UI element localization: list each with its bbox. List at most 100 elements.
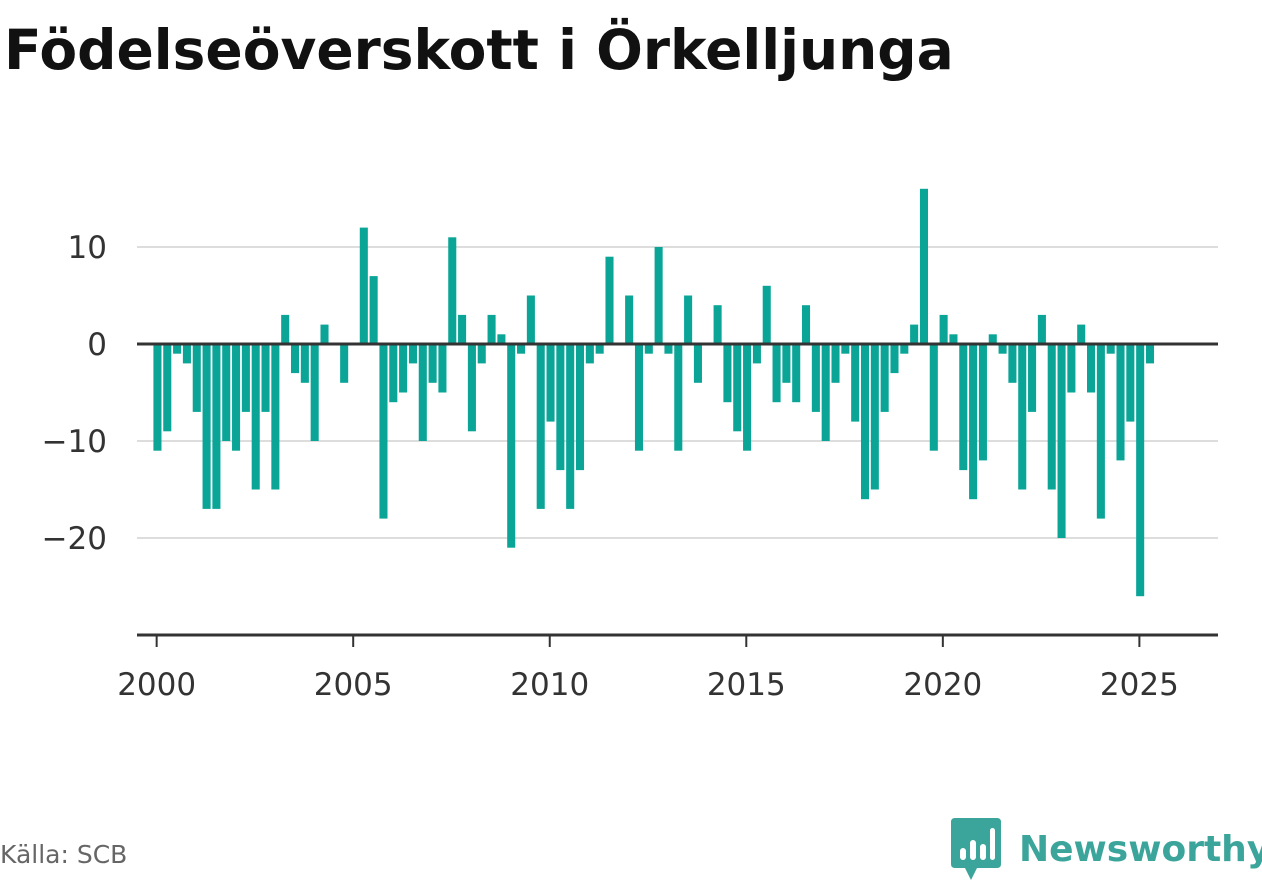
bar — [949, 334, 958, 344]
bar — [458, 314, 467, 344]
bar — [477, 344, 486, 364]
bar — [232, 344, 241, 451]
bar — [743, 344, 752, 451]
bar — [163, 344, 172, 432]
x-tick-label: 2010 — [510, 667, 589, 703]
bar — [517, 344, 526, 354]
bar — [271, 344, 280, 490]
bar — [359, 227, 368, 344]
bar — [1047, 344, 1056, 490]
x-tick-label: 2020 — [903, 667, 982, 703]
bar — [448, 237, 457, 344]
bar — [173, 344, 182, 354]
bar — [919, 188, 928, 344]
bar — [880, 344, 889, 412]
bar-series — [153, 188, 1155, 597]
bar — [674, 344, 683, 451]
bar — [300, 344, 309, 383]
bar — [1067, 344, 1076, 393]
bar — [566, 344, 575, 509]
bar — [1028, 344, 1037, 412]
bar — [870, 344, 879, 490]
y-tick-label: −10 — [42, 424, 107, 460]
bar — [802, 305, 811, 344]
bar — [900, 344, 909, 354]
y-tick-label: 10 — [68, 230, 107, 266]
bar — [585, 344, 594, 364]
bar — [1126, 344, 1135, 422]
x-tick-label: 2000 — [117, 667, 196, 703]
bar — [241, 344, 250, 412]
x-tick-label: 2025 — [1100, 667, 1179, 703]
bar — [978, 344, 987, 461]
bar — [841, 344, 850, 354]
bar — [340, 344, 349, 383]
bar — [1145, 344, 1155, 364]
bar — [192, 344, 201, 412]
bar — [1057, 344, 1066, 538]
newsworthy-logo-icon — [951, 818, 1001, 880]
y-tick-label: 0 — [87, 327, 107, 363]
bar — [497, 334, 506, 344]
bar — [959, 344, 968, 471]
bar — [890, 344, 899, 374]
bar — [969, 344, 978, 500]
bar — [595, 344, 604, 354]
bar — [467, 344, 476, 432]
bar — [575, 344, 585, 471]
bar — [556, 344, 565, 471]
brand-name: Newsworthy — [1019, 828, 1262, 870]
bar — [222, 344, 231, 441]
chart-title: Födelseöverskott i Örkelljunga — [4, 18, 954, 82]
bar — [261, 344, 270, 412]
bar — [1018, 344, 1027, 490]
bar — [860, 344, 870, 500]
bar — [281, 314, 290, 344]
bar — [251, 344, 260, 490]
bar — [1087, 344, 1096, 393]
bar — [910, 324, 919, 344]
bar — [1096, 344, 1105, 519]
bar — [693, 344, 702, 383]
bar — [664, 344, 673, 354]
source-label: Källa: SCB — [0, 840, 128, 869]
bar — [487, 314, 496, 344]
bar — [821, 344, 830, 441]
x-tick-label: 2015 — [707, 667, 786, 703]
bar — [772, 344, 781, 403]
bar — [1116, 344, 1125, 461]
bar — [310, 344, 319, 441]
bar — [929, 344, 938, 451]
bar — [369, 276, 378, 344]
bar — [988, 334, 997, 344]
bar — [526, 295, 535, 344]
brand-logo: Newsworthy — [951, 817, 1262, 881]
bar — [182, 344, 191, 364]
bar — [605, 256, 614, 344]
bar — [634, 344, 644, 451]
x-tick-label: 2005 — [314, 667, 393, 703]
bar — [1037, 314, 1046, 344]
bar — [1106, 344, 1115, 354]
bar — [507, 344, 516, 548]
bar — [939, 314, 948, 344]
bar — [998, 344, 1007, 354]
bar — [654, 247, 663, 344]
bar — [418, 344, 427, 441]
bar — [752, 344, 761, 364]
bar — [831, 344, 840, 383]
bar — [723, 344, 732, 403]
bar — [1008, 344, 1017, 383]
bar — [438, 344, 447, 393]
bar — [1136, 344, 1145, 597]
bar — [428, 344, 437, 383]
bar — [1077, 324, 1086, 344]
bar — [212, 344, 221, 509]
bar — [625, 295, 634, 344]
bar — [202, 344, 211, 509]
bar — [546, 344, 555, 422]
bar-chart: 10 0 −10 −20 2000 2005 2010 2015 2020 2025 — [42, 188, 1218, 703]
bar — [733, 344, 742, 432]
axes: 10 0 −10 −20 2000 2005 2010 2015 2020 2025 — [42, 230, 1218, 703]
bar — [782, 344, 791, 383]
